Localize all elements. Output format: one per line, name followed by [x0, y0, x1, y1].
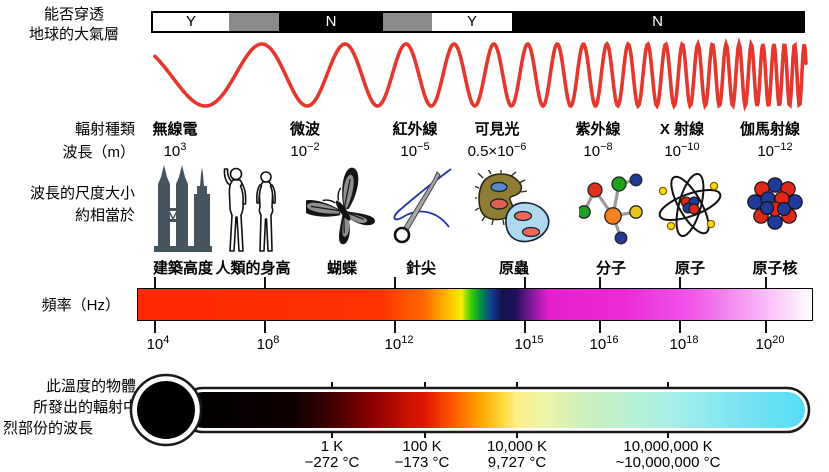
- temp-tick-1k-kelvin: 1 K: [320, 438, 344, 455]
- atm-segment-n2: N: [512, 13, 803, 31]
- atm-segment-gray2: [383, 13, 432, 31]
- wavelength-row-label: 波長（m）: [62, 144, 136, 161]
- buildings-icon: [154, 165, 212, 252]
- band-xray: X 射線: [659, 121, 705, 138]
- temperature-label-line1: 此溫度的物體: [45, 378, 136, 395]
- object-label-humans: 人類的身高: [215, 260, 291, 277]
- atmosphere-label-line2: 地球的大氣層: [28, 26, 119, 43]
- radiation-row-label: 輻射種類: [74, 121, 135, 138]
- atm-segment-gray1: [229, 13, 279, 31]
- frequency-label: 頻率（Hz）: [41, 297, 120, 314]
- temp-tick-10000000k-celsius: ~10,000,000 °C: [615, 454, 721, 471]
- molecule-icon: [579, 173, 643, 245]
- object-label-butterfly: 蝴蝶: [326, 260, 358, 277]
- humans-icon: [223, 167, 276, 252]
- nucleus-icon: [747, 177, 803, 230]
- temp-tick-10000k-kelvin: 10,000 K: [486, 438, 548, 455]
- thermometer-tube-fill: [185, 392, 805, 428]
- band-xray-wavelength: 10−10: [664, 141, 700, 160]
- protozoa-icon: [475, 170, 550, 243]
- freq-tick-label-1e16: 1016: [589, 334, 619, 353]
- atm-segment-y1: Y: [153, 13, 229, 31]
- atm-segment-n1: N: [279, 13, 383, 31]
- frequency-gradient-bar: [137, 288, 813, 321]
- band-gamma-wavelength: 10−12: [757, 141, 793, 160]
- freq-tick-label-1e4: 104: [146, 334, 170, 353]
- band-infrared-wavelength: 10−5: [400, 141, 430, 160]
- band-visible: 可見光: [474, 121, 520, 138]
- band-radio-wavelength: 103: [163, 141, 187, 160]
- band-infrared: 紅外線: [392, 121, 438, 138]
- freq-tick-label-1e12: 1012: [384, 334, 414, 353]
- atm-segment-y2: Y: [432, 13, 512, 31]
- object-label-needle: 針尖: [405, 260, 437, 277]
- band-ultraviolet-wavelength: 10−8: [583, 141, 613, 160]
- temperature-label-line3: 烈部份的波長: [3, 420, 94, 437]
- freq-tick-label-1e15: 1015: [514, 334, 544, 353]
- needle-icon: [393, 168, 452, 244]
- scale-label-line2: 約相當於: [74, 207, 135, 224]
- object-label-protozoa: 原蟲: [498, 260, 530, 277]
- band-microwave: 微波: [289, 121, 321, 138]
- temp-tick-100k-celsius: −173 °C: [394, 454, 450, 471]
- freq-tick-label-1e20: 1020: [755, 334, 785, 353]
- atom-icon: [658, 172, 722, 238]
- freq-tick-label-1e8: 108: [256, 334, 280, 353]
- freq-tick-label-1e18: 1018: [669, 334, 699, 353]
- band-ultraviolet: 紫外線: [575, 121, 621, 138]
- atmosphere-yn-bar: Y N Y N: [151, 11, 805, 33]
- thermometer-bulb: [137, 381, 195, 439]
- chirp-wave: [153, 36, 808, 112]
- object-label-molecule: 分子: [595, 260, 627, 277]
- object-label-buildings: 建築高度: [152, 260, 214, 277]
- band-gamma: 伽馬射線: [739, 121, 801, 138]
- butterfly-icon: [306, 167, 376, 245]
- band-microwave-wavelength: 10−2: [290, 141, 320, 160]
- temp-tick-10000k-celsius: 9,727 °C: [487, 454, 547, 471]
- wave-svg: [153, 36, 808, 112]
- object-label-nucleus: 原子核: [752, 260, 798, 277]
- atmosphere-label-line1: 能否穿透: [43, 6, 104, 23]
- temp-tick-1k-celsius: −272 °C: [304, 454, 360, 471]
- band-radio: 無線電: [152, 121, 198, 138]
- temperature-label-line2: 所發出的輻射中: [32, 399, 138, 416]
- atmosphere-label: 能否穿透 地球的大氣層: [10, 5, 138, 45]
- scale-label-line1: 波長的尺度大小: [29, 185, 135, 202]
- thermometer: [129, 373, 811, 447]
- object-label-atom: 原子: [674, 260, 706, 277]
- temp-tick-10000000k-kelvin: 10,000,000 K: [623, 438, 713, 455]
- temp-tick-100k-kelvin: 100 K: [402, 438, 442, 455]
- band-visible-wavelength: 0.5×10−6: [467, 141, 527, 160]
